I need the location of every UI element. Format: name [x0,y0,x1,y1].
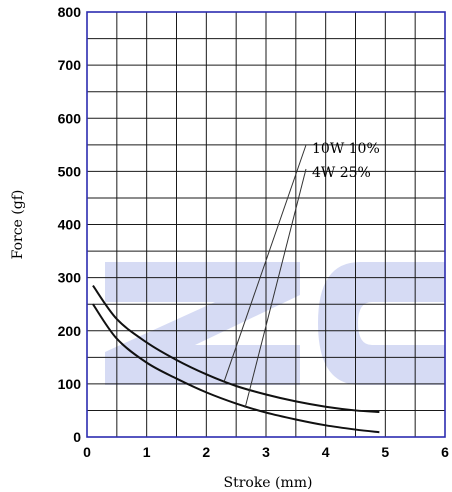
y-tick-label: 600 [58,110,82,126]
legend-label: 4W 25% [312,165,371,181]
y-tick-label: 0 [73,429,81,445]
y-tick-label: 700 [58,57,82,73]
y-tick-label: 800 [58,4,82,20]
grid-lines [87,12,445,437]
legend: 10W 10% 4W 25% [223,141,380,408]
y-tick-label: 100 [58,376,82,392]
x-tick-label: 6 [441,444,449,460]
x-axis-label: Stroke (mm) [223,475,312,491]
watermark-z-shape [105,262,300,385]
y-tick-label: 400 [58,217,82,233]
series-line-1 [92,285,380,414]
y-tick-label: 300 [58,270,82,286]
x-tick-label: 5 [381,444,389,460]
series-line-2 [92,303,380,434]
y-tick-labels: 0 100 200 300 400 500 600 700 800 [58,4,82,445]
plot-frame [86,11,446,438]
x-tick-label: 2 [202,444,210,460]
y-tick-label: 500 [58,163,82,179]
x-tick-label: 3 [262,444,270,460]
x-tick-label: 0 [83,444,91,460]
x-tick-labels: 0 1 2 3 4 5 6 [83,444,449,460]
legend-label: 10W 10% [312,141,380,157]
x-tick-label: 4 [322,444,330,460]
series-curves [92,285,380,434]
watermark-c-shape [318,262,445,385]
legend-leader-line [244,168,307,408]
zc-watermark-logo [105,262,445,385]
y-axis-label: Force (gf) [10,190,26,260]
x-tick-label: 1 [143,444,151,460]
legend-leader-line [223,144,307,382]
y-tick-label: 200 [58,323,82,339]
